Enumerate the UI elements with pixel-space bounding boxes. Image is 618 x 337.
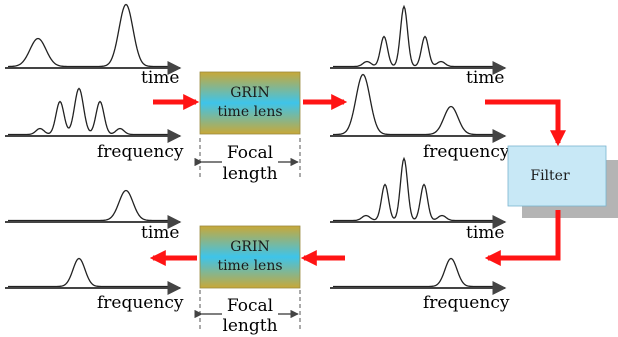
lens-title: GRIN [230,85,270,101]
grin-time-lens-top: GRIN time lens [199,71,301,135]
arrow-from-filter [484,210,561,267]
filtered-frequency-plot: frequency [330,257,510,313]
filtered-frequency-curve [333,257,498,288]
focal-label: Focal [227,143,273,163]
filtered-time-plot: time [330,156,507,243]
time-label: time [466,223,504,243]
time-label: time [466,68,504,88]
filter-label: Filter [530,168,570,184]
input-frequency-curve [8,87,172,136]
length-label: length [222,164,277,184]
mid-frequency-curve [333,73,498,136]
time-label: time [141,68,179,88]
input-time-plot: time [5,3,182,88]
output-frequency-plot: frequency [5,257,184,313]
arrow-to-filter [485,99,567,147]
lens-subtitle: time lens [217,258,282,274]
frequency-label: frequency [423,293,510,313]
mid-time-curve [333,4,498,68]
output-frequency-curve [8,257,172,288]
length-label: length [222,316,277,336]
filtered-time-curve [333,156,498,222]
mid-frequency-plot: frequency [330,73,510,162]
focal-length-bottom: Focal length [194,290,301,336]
filter-box: Filter [507,145,618,218]
lens-subtitle: time lens [217,104,282,120]
focal-length-top: Focal length [194,138,301,184]
mid-time-plot: time [330,4,507,88]
frequency-label: frequency [97,293,184,313]
frequency-label: frequency [97,142,184,162]
output-time-curve [8,189,172,222]
output-time-plot: time [5,189,182,243]
frequency-label: frequency [423,142,510,162]
flow-arrows [149,93,567,267]
input-frequency-plot: frequency [5,87,184,162]
lens-title: GRIN [230,239,270,255]
time-label: time [141,223,179,243]
input-time-curve [8,3,172,68]
grin-time-lens-bottom: GRIN time lens [199,225,301,289]
focal-label: Focal [227,296,273,316]
